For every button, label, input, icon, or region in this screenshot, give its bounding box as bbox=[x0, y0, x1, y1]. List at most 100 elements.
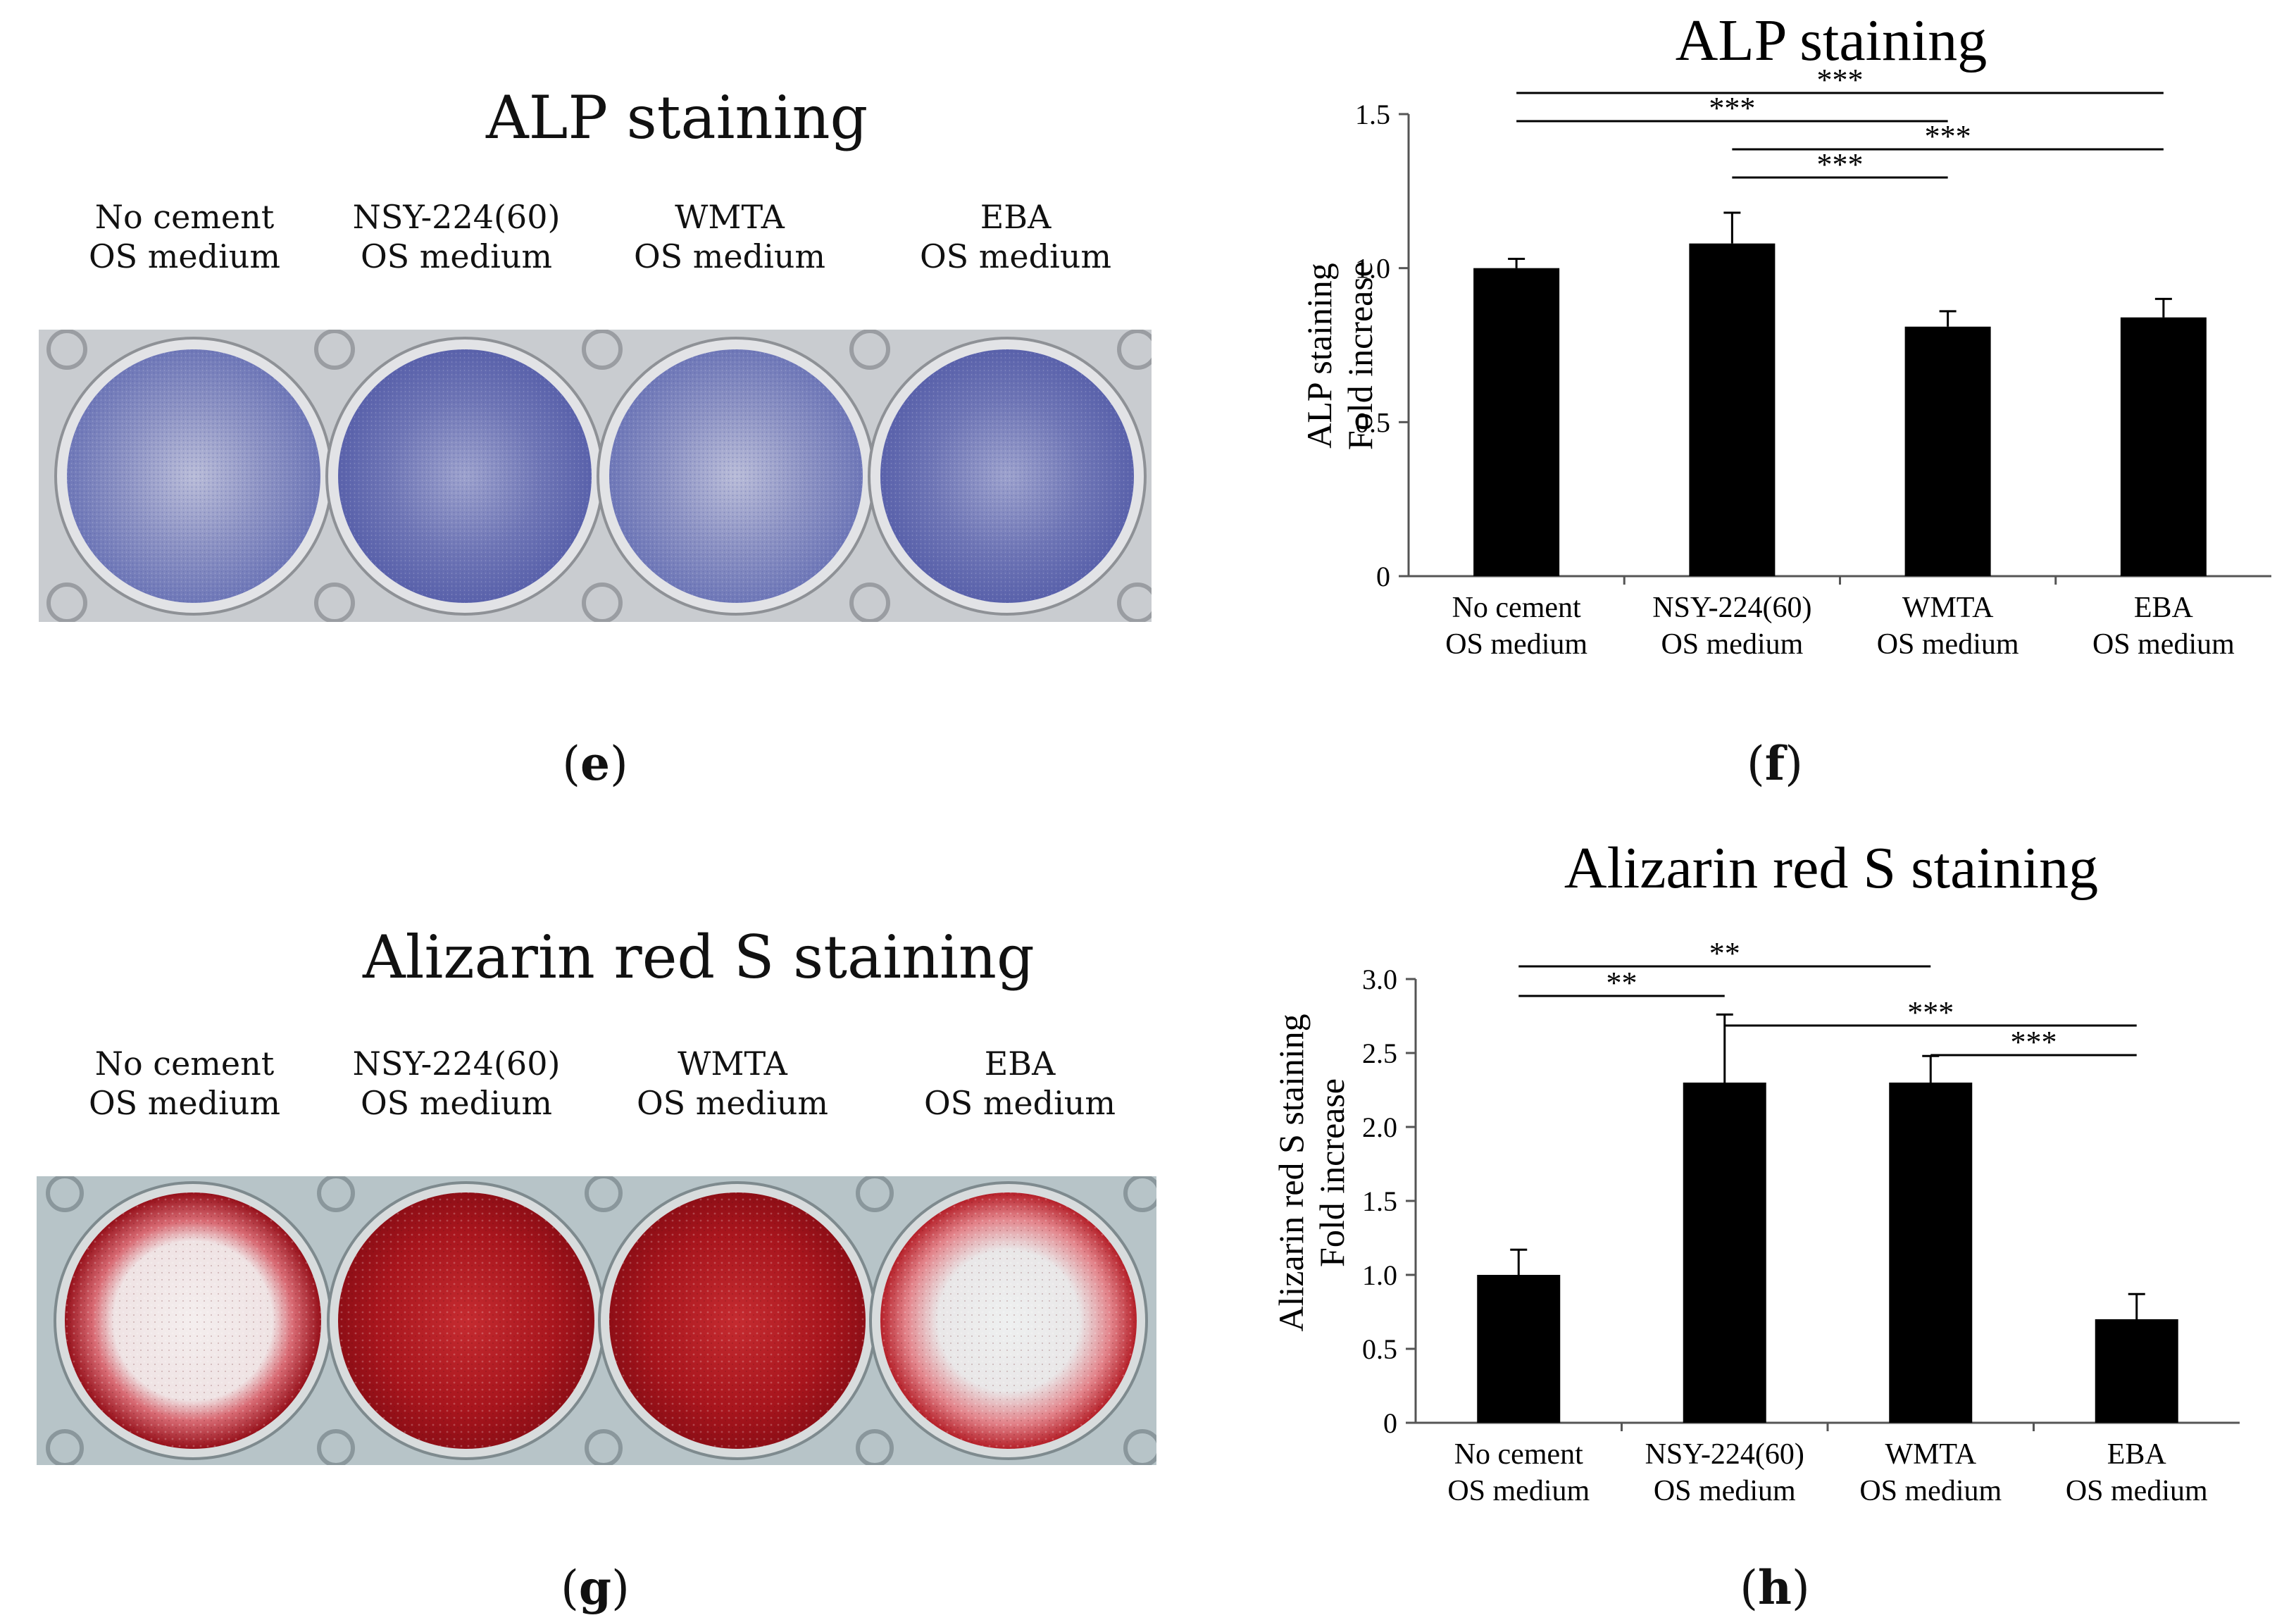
well-2 bbox=[325, 337, 604, 616]
significance-label: *** bbox=[1817, 147, 1864, 182]
well-1 bbox=[54, 1181, 332, 1460]
panel-e-label-1: No cement OS medium bbox=[58, 197, 311, 276]
label-line-2: OS medium bbox=[923, 1084, 1116, 1122]
y-axis-label-line-1: ALP staining bbox=[1299, 263, 1339, 448]
well-3 bbox=[597, 337, 875, 616]
x-tick-label: No cement bbox=[1454, 1438, 1583, 1471]
y-tick-label: 2.5 bbox=[1362, 1038, 1397, 1069]
label-line-2: OS medium bbox=[88, 237, 281, 275]
bar bbox=[1683, 1083, 1766, 1423]
alp-bar-chart: ALP staining ALP staining Fold increase … bbox=[1299, 8, 2271, 661]
panel-g-label-3: WMTA OS medium bbox=[606, 1044, 859, 1123]
letter-g: g bbox=[578, 1560, 612, 1615]
significance-label: *** bbox=[2011, 1025, 2057, 1059]
alizarin-plate-svg bbox=[37, 1176, 1156, 1465]
label-line-1: EBA bbox=[984, 1045, 1056, 1083]
well-4 bbox=[868, 337, 1147, 616]
panel-letter-h: (h) bbox=[1740, 1560, 1810, 1615]
panel-e-label-2: NSY-224(60) OS medium bbox=[330, 197, 583, 276]
letter-e: e bbox=[580, 736, 610, 791]
x-tick-label: No cement bbox=[1452, 592, 1581, 624]
panel-letter-e: (e) bbox=[562, 736, 628, 791]
bar bbox=[1473, 268, 1560, 576]
significance-label: ** bbox=[1606, 966, 1637, 1000]
plate-ring-holes bbox=[46, 330, 1152, 622]
panel-e-label-4: EBA OS medium bbox=[889, 197, 1142, 276]
y-axis-label-line-2: Fold increase bbox=[1340, 261, 1380, 450]
panel-e-title: ALP staining bbox=[486, 83, 868, 152]
y-tick-label: 3.0 bbox=[1362, 964, 1397, 995]
alizarin-well-plate-photo bbox=[37, 1176, 1156, 1465]
well-4 bbox=[869, 1181, 1148, 1460]
x-tick-label: OS medium bbox=[1445, 628, 1587, 661]
panel-letter-f: (f) bbox=[1747, 736, 1803, 791]
panel-g-label-4: EBA OS medium bbox=[893, 1044, 1147, 1123]
significance-label: *** bbox=[1907, 995, 1954, 1030]
label-line-1: No cement bbox=[94, 198, 275, 236]
y-tick-label: 0 bbox=[1383, 1407, 1397, 1439]
alizarin-bar-chart: Alizarin red S staining Alizarin red S s… bbox=[1271, 835, 2240, 1507]
x-tick-label: WMTA bbox=[1902, 592, 1994, 624]
significance-label: ** bbox=[1709, 936, 1740, 971]
x-tick-label: EBA bbox=[2134, 592, 2194, 624]
label-line-1: NSY-224(60) bbox=[352, 198, 561, 236]
chart-title: Alizarin red S staining bbox=[1564, 835, 2098, 901]
panel-e-label-3: WMTA OS medium bbox=[603, 197, 856, 276]
y-axis-label: ALP staining Fold increase bbox=[1299, 261, 1380, 450]
label-line-1: EBA bbox=[980, 198, 1052, 236]
label-line-2: OS medium bbox=[636, 1084, 829, 1122]
well-1 bbox=[54, 337, 333, 616]
label-line-2: OS medium bbox=[919, 237, 1112, 275]
x-tick-label: OS medium bbox=[2066, 1475, 2208, 1507]
panel-g-title: Alizarin red S staining bbox=[363, 923, 1035, 992]
panel-g-label-2: NSY-224(60) OS medium bbox=[330, 1044, 583, 1123]
y-tick-label: 0.5 bbox=[1355, 406, 1390, 438]
y-axis-label-line-1: Alizarin red S staining bbox=[1271, 1014, 1311, 1331]
bar bbox=[1904, 326, 1991, 576]
letter-h: h bbox=[1758, 1560, 1792, 1615]
alp-well-plate-photo bbox=[39, 330, 1152, 622]
label-line-2: OS medium bbox=[360, 1084, 553, 1122]
x-tick-label: OS medium bbox=[2092, 628, 2235, 661]
label-line-2: OS medium bbox=[360, 237, 553, 275]
panel-letter-g: (g) bbox=[561, 1560, 630, 1615]
x-tick-label: EBA bbox=[2107, 1438, 2167, 1471]
x-tick-label: NSY-224(60) bbox=[1652, 592, 1811, 624]
y-tick-label: 1.5 bbox=[1355, 99, 1390, 130]
x-tick-label: OS medium bbox=[1447, 1475, 1590, 1507]
label-line-1: WMTA bbox=[678, 1045, 787, 1083]
y-tick-label: 1.0 bbox=[1362, 1259, 1397, 1291]
y-axis-label: Alizarin red S staining Fold increase bbox=[1271, 1014, 1352, 1331]
x-tick-label: OS medium bbox=[1661, 628, 1803, 661]
label-line-1: No cement bbox=[94, 1045, 275, 1083]
letter-f: f bbox=[1764, 736, 1785, 791]
bar bbox=[2120, 317, 2207, 576]
y-tick-label: 1.5 bbox=[1362, 1185, 1397, 1217]
y-axis-label-line-2: Fold increase bbox=[1312, 1078, 1352, 1267]
chart-title: ALP staining bbox=[1676, 8, 1988, 73]
x-tick-label: WMTA bbox=[1885, 1438, 1976, 1471]
x-tick-label: OS medium bbox=[1859, 1475, 2002, 1507]
bar bbox=[1889, 1083, 1973, 1423]
x-tick-label: NSY-224(60) bbox=[1645, 1438, 1804, 1471]
label-line-2: OS medium bbox=[633, 237, 826, 275]
significance-label: *** bbox=[1817, 63, 1864, 97]
plate-ring-holes bbox=[46, 1176, 1156, 1465]
y-tick-label: 0.5 bbox=[1362, 1333, 1397, 1365]
significance-label: *** bbox=[1709, 91, 1755, 125]
label-line-1: NSY-224(60) bbox=[352, 1045, 561, 1083]
bar bbox=[1689, 243, 1776, 576]
significance-label: *** bbox=[1925, 119, 1971, 154]
label-line-2: OS medium bbox=[88, 1084, 281, 1122]
well-2 bbox=[327, 1181, 606, 1460]
x-tick-label: OS medium bbox=[1877, 628, 2019, 661]
bar bbox=[1477, 1275, 1561, 1423]
y-tick-label: 0 bbox=[1376, 561, 1390, 592]
y-tick-label: 1.0 bbox=[1355, 253, 1390, 285]
x-tick-label: OS medium bbox=[1654, 1475, 1796, 1507]
y-tick-label: 2.0 bbox=[1362, 1111, 1397, 1143]
well-3 bbox=[598, 1181, 877, 1460]
alp-plate-svg bbox=[39, 330, 1152, 622]
bar bbox=[2095, 1319, 2178, 1423]
label-line-1: WMTA bbox=[675, 198, 785, 236]
